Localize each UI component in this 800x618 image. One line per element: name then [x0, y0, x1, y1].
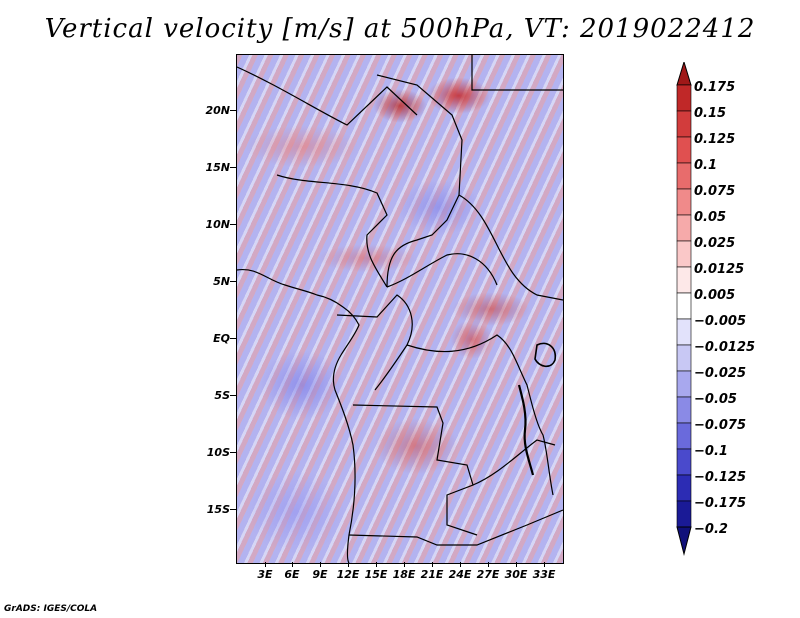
colorbar-label: 0.15 [694, 106, 727, 121]
y-axis-label: EQ [213, 332, 230, 345]
border-sudan [471, 55, 563, 91]
colorbar-segment [676, 84, 692, 112]
colorbar-label: −0.075 [694, 418, 747, 433]
y-axis-label: 15S [206, 503, 230, 516]
border-chad [376, 74, 463, 288]
x-axis-label: 24E [448, 568, 472, 581]
colorbar-label: −0.025 [694, 366, 747, 381]
border-south [348, 509, 563, 546]
colorbar-segment [676, 396, 692, 424]
x-axis-label: 33E [532, 568, 556, 581]
y-tick [230, 395, 236, 396]
colorbar-label: −0.125 [694, 470, 747, 485]
border-east [458, 194, 563, 301]
colorbar-label: −0.175 [694, 496, 747, 511]
x-tick [460, 562, 461, 567]
colorbar-segment [676, 448, 692, 476]
x-axis-label: 12E [336, 568, 360, 581]
country-borders [237, 55, 563, 563]
colorbar-segment [676, 422, 692, 450]
x-tick [348, 562, 349, 567]
y-axis-label: 5S [214, 389, 230, 402]
colorbar-label: −0.1 [694, 444, 728, 459]
border-congo [336, 294, 413, 391]
colorbar-label: 0.0125 [694, 262, 745, 277]
colorbar-segment [676, 188, 692, 216]
colorbar-segment [676, 136, 692, 164]
border-zambia [472, 439, 556, 486]
map-plot-area[interactable] [236, 54, 564, 564]
x-tick [544, 562, 545, 567]
colorbar-segment [676, 162, 692, 190]
x-axis-label: 18E [392, 568, 416, 581]
colorbar-label: 0.075 [694, 184, 736, 199]
x-axis-label: 6E [284, 568, 300, 581]
colorbar-segment [676, 474, 692, 502]
x-axis-label: 15E [364, 568, 388, 581]
y-axis-label: 10S [206, 446, 230, 459]
y-tick [230, 110, 236, 111]
colorbar-segment [676, 110, 692, 138]
y-axis-label: 15N [205, 161, 230, 174]
colorbar [676, 62, 692, 556]
colorbar-segment [676, 266, 692, 294]
x-tick [488, 562, 489, 567]
colorbar-segment [676, 240, 692, 268]
lake-tanganyika [517, 384, 535, 476]
y-tick [230, 338, 236, 339]
colorbar-bottom-arrow [676, 526, 692, 556]
colorbar-segment [676, 500, 692, 528]
colorbar-label: 0.175 [694, 80, 736, 95]
colorbar-label: −0.2 [694, 522, 728, 537]
colorbar-top-arrow [676, 62, 692, 86]
y-axis-label: 20N [205, 104, 230, 117]
x-axis-label: 9E [312, 568, 328, 581]
colorbar-label: 0.05 [694, 210, 727, 225]
colorbar-label: −0.05 [694, 392, 737, 407]
lake-victoria [534, 342, 557, 368]
border-sahara-1 [237, 66, 418, 126]
colorbar-segment [676, 370, 692, 398]
x-tick [292, 562, 293, 567]
y-tick [230, 224, 236, 225]
x-axis-label: 21E [420, 568, 444, 581]
colorbar-label: 0.1 [694, 158, 718, 173]
border-drc [406, 334, 554, 496]
colorbar-segment [676, 318, 692, 346]
x-tick [320, 562, 321, 567]
x-axis-label: 3E [257, 568, 273, 581]
colorbar-label: 0.005 [694, 288, 736, 303]
credit-text: GrADS: IGES/COLA [4, 604, 98, 614]
x-tick [265, 562, 266, 567]
colorbar-segment [676, 292, 692, 320]
y-tick [230, 509, 236, 510]
y-tick [230, 452, 236, 453]
colorbar-label: 0.025 [694, 236, 736, 251]
y-tick [230, 281, 236, 282]
y-axis-label: 5N [213, 275, 230, 288]
colorbar-segment [676, 344, 692, 372]
x-tick [432, 562, 433, 567]
border-sahara-2 [276, 174, 388, 288]
y-tick [230, 167, 236, 168]
colorbar-label: 0.125 [694, 132, 736, 147]
x-tick [404, 562, 405, 567]
colorbar-segment [676, 214, 692, 242]
x-axis-label: 30E [504, 568, 528, 581]
y-axis-label: 10N [205, 218, 230, 231]
x-tick [376, 562, 377, 567]
x-tick [516, 562, 517, 567]
colorbar-label: −0.0125 [694, 340, 756, 355]
chart-title: Vertical velocity [m/s] at 500hPa, VT: 2… [44, 14, 756, 44]
west-africa-coastline [237, 268, 360, 563]
border-car [386, 253, 498, 288]
x-axis-label: 27E [476, 568, 500, 581]
colorbar-label: −0.005 [694, 314, 747, 329]
border-angola [352, 404, 478, 536]
